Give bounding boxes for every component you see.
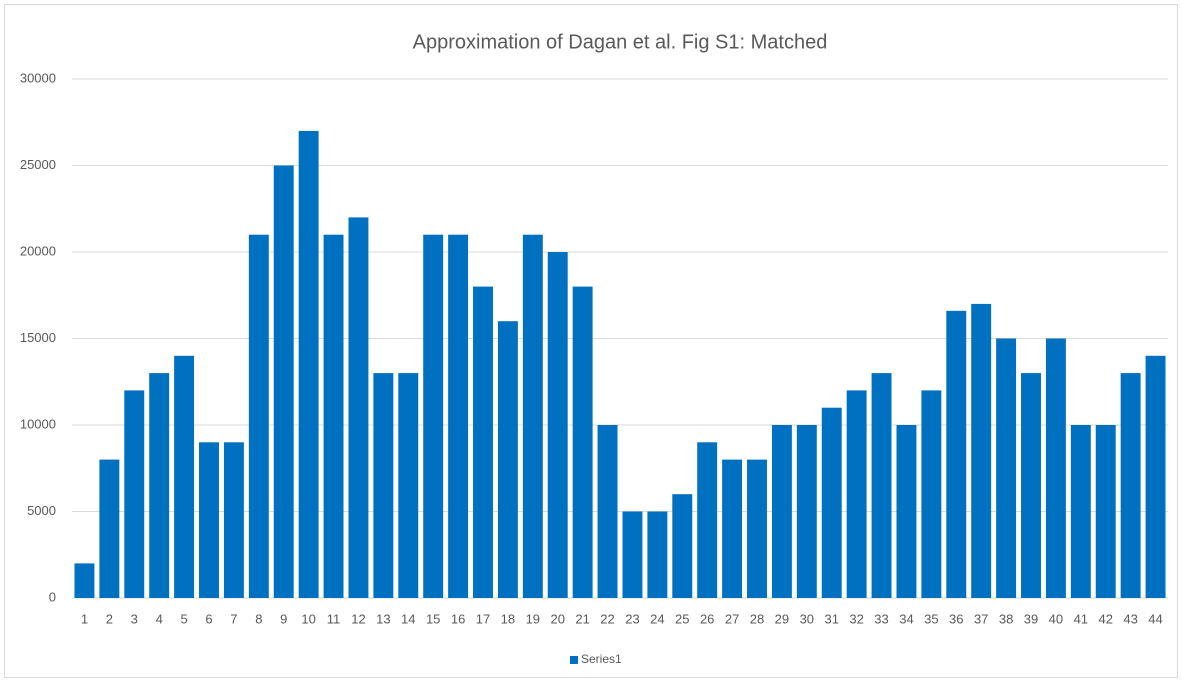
x-tick-label: 40: [1049, 611, 1063, 626]
x-tick-label: 12: [351, 611, 365, 626]
x-tick-label: 32: [849, 611, 863, 626]
bar: [99, 459, 120, 598]
y-tick-label: 15000: [20, 330, 56, 345]
bar: [248, 234, 269, 598]
x-tick-label: 26: [700, 611, 714, 626]
bar: [647, 511, 668, 598]
y-tick-label: 5000: [27, 503, 56, 518]
x-tick-label: 24: [650, 611, 664, 626]
bar: [1120, 373, 1141, 598]
bar: [722, 459, 743, 598]
legend-label: Series1: [581, 652, 622, 666]
y-tick-label: 10000: [20, 416, 56, 431]
bar: [896, 425, 917, 598]
bar: [846, 390, 867, 598]
x-tick-label: 6: [205, 611, 212, 626]
x-tick-label: 42: [1098, 611, 1112, 626]
bar: [572, 286, 593, 598]
y-tick-label: 0: [49, 589, 56, 604]
x-tick-label: 34: [899, 611, 913, 626]
x-tick-label: 5: [180, 611, 187, 626]
bar: [473, 286, 493, 598]
x-tick-label: 8: [255, 611, 262, 626]
x-tick-label: 39: [1024, 611, 1038, 626]
x-tick-label: 10: [301, 611, 315, 626]
x-tick-label: 29: [775, 611, 789, 626]
bar: [871, 373, 892, 598]
chart-title: Approximation of Dagan et al. Fig S1: Ma…: [413, 31, 828, 53]
x-tick-label: 30: [800, 611, 814, 626]
bar: [323, 234, 344, 598]
x-tick-label: 22: [600, 611, 614, 626]
bar: [672, 494, 693, 598]
bar: [971, 303, 992, 598]
x-tick-label: 14: [401, 611, 415, 626]
bar: [74, 563, 95, 598]
x-tick-label: 1: [81, 611, 88, 626]
bar: [1021, 373, 1041, 598]
bar: [1070, 425, 1091, 598]
x-tick-label: 21: [575, 611, 589, 626]
bar: [522, 234, 543, 598]
bar: [199, 442, 219, 598]
bar: [298, 130, 319, 598]
legend-swatch: [570, 656, 578, 664]
x-tick-label: 37: [974, 611, 988, 626]
x-tick-label: 13: [376, 611, 390, 626]
bar: [622, 511, 643, 598]
x-tick-label: 43: [1123, 611, 1137, 626]
bar: [1145, 355, 1166, 598]
y-tick-label: 30000: [20, 70, 56, 85]
x-tick-label: 20: [550, 611, 564, 626]
x-tick-label: 33: [874, 611, 888, 626]
x-tick-label: 9: [280, 611, 287, 626]
x-tick-label: 15: [426, 611, 440, 626]
y-tick-label: 25000: [20, 157, 56, 172]
x-tick-label: 44: [1148, 611, 1162, 626]
x-tick-label: 31: [824, 611, 838, 626]
y-tick-label: 20000: [20, 243, 56, 258]
bar: [547, 252, 568, 598]
bar: [921, 390, 942, 598]
x-tick-label: 19: [526, 611, 540, 626]
bar: [821, 407, 842, 598]
x-tick-label: 2: [106, 611, 113, 626]
bar: [423, 234, 444, 598]
bar: [771, 425, 792, 598]
x-tick-label: 18: [501, 611, 515, 626]
bar: [747, 459, 767, 598]
x-tick-label: 7: [230, 611, 237, 626]
x-tick-label: 36: [949, 611, 963, 626]
x-tick-label: 3: [131, 611, 138, 626]
x-tick-label: 4: [156, 611, 163, 626]
bar: [946, 310, 967, 598]
x-tick-label: 16: [451, 611, 465, 626]
x-tick-label: 38: [999, 611, 1013, 626]
x-tick-label: 17: [476, 611, 490, 626]
x-tick-label: 25: [675, 611, 689, 626]
x-tick-label: 28: [750, 611, 764, 626]
bar: [348, 217, 369, 598]
bar: [597, 425, 618, 598]
bar: [149, 373, 170, 598]
bar: [398, 373, 419, 598]
bar: [1095, 425, 1116, 598]
bar: [497, 321, 518, 598]
bar: [273, 165, 294, 598]
bar: [174, 355, 195, 598]
x-tick-label: 11: [327, 611, 341, 626]
bar: [223, 442, 244, 598]
x-tick-label: 35: [924, 611, 938, 626]
bar: [697, 442, 718, 598]
bar: [448, 234, 469, 598]
x-tick-label: 41: [1074, 611, 1088, 626]
bar: [996, 338, 1017, 598]
x-tick-label: 23: [625, 611, 639, 626]
bar: [373, 373, 394, 598]
x-tick-label: 27: [725, 611, 739, 626]
bar: [124, 390, 145, 598]
bar: [796, 425, 817, 598]
bar: [1045, 338, 1066, 598]
